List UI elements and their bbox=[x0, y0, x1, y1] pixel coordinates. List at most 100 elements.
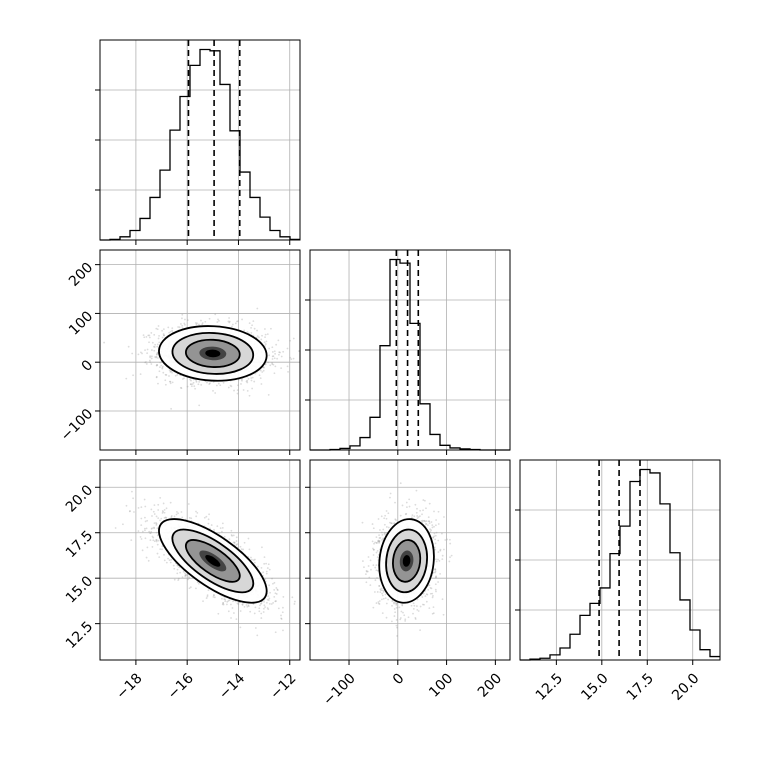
hist-steps-1 bbox=[310, 258, 510, 451]
sample-point bbox=[247, 537, 250, 540]
sample-point bbox=[170, 515, 173, 517]
sample-point bbox=[190, 379, 192, 382]
sample-point bbox=[235, 544, 238, 546]
sample-point bbox=[261, 334, 263, 337]
sample-point bbox=[176, 510, 178, 513]
sample-point bbox=[275, 587, 278, 589]
sample-point bbox=[261, 371, 264, 373]
panel-frame-0 bbox=[99, 249, 301, 451]
sample-point bbox=[433, 525, 435, 528]
sample-point bbox=[268, 354, 271, 357]
sample-point bbox=[145, 363, 148, 365]
sample-point bbox=[157, 509, 160, 511]
sample-point bbox=[263, 562, 266, 565]
sample-point bbox=[273, 589, 276, 591]
sample-point bbox=[262, 571, 265, 574]
density-core bbox=[205, 555, 221, 567]
sample-point bbox=[267, 563, 270, 566]
sample-point bbox=[168, 331, 171, 334]
sample-point bbox=[188, 587, 191, 590]
sample-point bbox=[140, 524, 143, 527]
sample-point bbox=[365, 581, 368, 584]
sample-point bbox=[221, 597, 223, 600]
sample-point bbox=[230, 529, 233, 532]
sample-point bbox=[287, 371, 289, 373]
sample-point bbox=[153, 513, 156, 515]
sample-point bbox=[293, 600, 296, 603]
sample-point bbox=[150, 363, 153, 365]
sample-point bbox=[137, 506, 140, 509]
sample-point bbox=[153, 349, 156, 352]
sample-point bbox=[259, 377, 262, 380]
sample-point bbox=[223, 598, 226, 600]
sample-point bbox=[184, 575, 187, 578]
sample-point bbox=[156, 343, 159, 346]
sample-point bbox=[150, 355, 153, 358]
sample-point bbox=[377, 602, 380, 605]
sample-point bbox=[173, 578, 176, 581]
sample-point bbox=[219, 384, 222, 387]
sample-point bbox=[242, 548, 245, 551]
sample-point bbox=[250, 327, 252, 329]
sample-point bbox=[266, 333, 269, 336]
sample-point bbox=[198, 404, 201, 407]
sample-point bbox=[164, 373, 167, 376]
sample-point bbox=[153, 527, 155, 530]
sample-point bbox=[114, 527, 117, 529]
density-panel-0-1 bbox=[95, 249, 301, 455]
sample-point bbox=[140, 351, 142, 354]
sample-point bbox=[149, 356, 152, 359]
sample-point bbox=[144, 520, 147, 523]
sample-point bbox=[181, 327, 184, 329]
sample-point bbox=[165, 561, 168, 564]
sample-point bbox=[250, 558, 253, 561]
sample-point bbox=[258, 607, 261, 610]
sample-point bbox=[241, 318, 243, 321]
sample-point bbox=[148, 336, 151, 339]
sample-point bbox=[229, 384, 232, 387]
sample-point bbox=[263, 600, 265, 603]
sample-point bbox=[156, 552, 159, 555]
hist-frame-0 bbox=[99, 39, 301, 241]
sample-point bbox=[156, 364, 158, 366]
sample-point bbox=[219, 527, 222, 530]
sample-point bbox=[231, 325, 233, 328]
sample-point bbox=[157, 503, 160, 506]
sample-point bbox=[271, 363, 274, 366]
sample-point bbox=[139, 536, 142, 538]
sample-point bbox=[155, 356, 158, 359]
sample-point bbox=[245, 604, 248, 606]
sample-point bbox=[387, 598, 390, 601]
sample-point bbox=[271, 351, 274, 353]
sample-point bbox=[416, 515, 419, 517]
sample-point bbox=[237, 320, 239, 323]
sample-point bbox=[230, 534, 233, 536]
sample-point bbox=[177, 326, 179, 328]
sample-point bbox=[231, 534, 234, 537]
sample-point bbox=[181, 576, 184, 578]
sample-point bbox=[158, 341, 161, 344]
sample-point bbox=[153, 504, 156, 507]
sample-point bbox=[237, 384, 239, 387]
sample-point bbox=[223, 535, 226, 538]
sample-point bbox=[268, 602, 271, 605]
sample-point bbox=[250, 331, 253, 334]
sample-point bbox=[201, 322, 204, 324]
sample-point bbox=[429, 528, 431, 531]
sample-point bbox=[206, 594, 209, 597]
sample-point bbox=[243, 329, 246, 332]
sample-point bbox=[140, 538, 143, 540]
sample-point bbox=[250, 377, 253, 379]
sample-point bbox=[277, 607, 280, 610]
sample-point bbox=[162, 334, 165, 337]
sample-point bbox=[141, 352, 143, 355]
sample-point bbox=[260, 383, 263, 385]
sample-point bbox=[205, 515, 208, 518]
sample-point bbox=[155, 531, 158, 534]
sample-point bbox=[179, 571, 182, 574]
sample-point bbox=[246, 605, 249, 608]
hist-steps-2 bbox=[520, 468, 720, 661]
sample-point bbox=[224, 600, 227, 603]
sample-point bbox=[214, 392, 217, 394]
sample-point bbox=[407, 616, 410, 619]
